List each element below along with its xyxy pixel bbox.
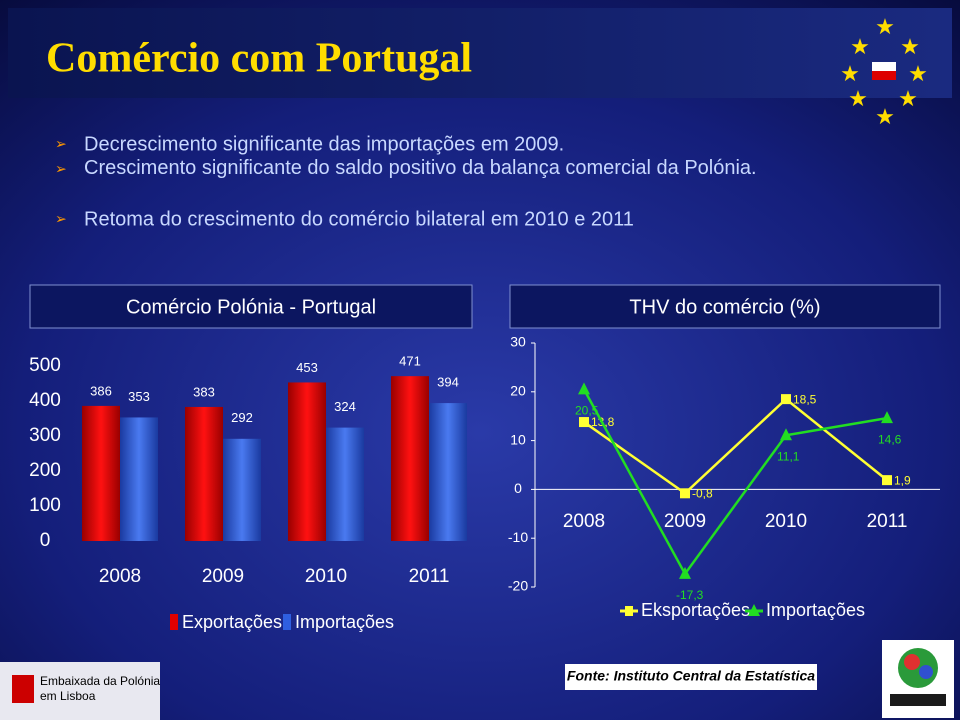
svg-text:★: ★ (908, 61, 928, 86)
chart-title: Comércio Polónia - Portugal (126, 296, 376, 318)
y-tick-label: 500 (29, 355, 61, 376)
bar (326, 427, 364, 541)
bullet: Decrescimento significante das importaçõ… (84, 133, 564, 155)
svg-text:★: ★ (900, 34, 920, 59)
chart-title-box (29, 284, 473, 329)
bar (185, 406, 223, 541)
svg-text:★: ★ (875, 14, 895, 39)
value-label: 292 (231, 410, 253, 425)
embassy: em Lisboa (40, 689, 96, 703)
marker (579, 417, 589, 428)
bar (391, 376, 429, 541)
marker (780, 428, 792, 441)
value-label: 324 (334, 399, 356, 414)
x-tick-label: 2010 (305, 566, 347, 587)
eu-logo: ★★★★ ★★★★ (840, 14, 928, 129)
svg-text:➢: ➢ (55, 211, 67, 227)
value-label: 18,5 (793, 392, 817, 406)
bullet: Retoma do crescimento do comércio bilate… (84, 208, 634, 230)
value-label: 14,6 (878, 432, 902, 446)
svg-text:★: ★ (875, 104, 895, 129)
y-tick-label: 0 (40, 530, 51, 551)
y-tick-label: -10 (508, 529, 528, 545)
y-tick-label: 20 (510, 383, 526, 399)
legend-label: Importações (295, 612, 394, 632)
legend-marker (748, 604, 760, 616)
embassy: Embaixada da Polónia (40, 674, 160, 688)
bar (429, 403, 467, 541)
svg-text:★: ★ (840, 61, 860, 86)
marker (882, 475, 892, 486)
value-label: 20,5 (575, 404, 599, 418)
y-tick-label: 0 (514, 480, 522, 496)
chart-title: THV do comércio (%) (629, 296, 820, 318)
slide-title: Comércio com Portugal (46, 36, 472, 82)
marker (781, 394, 791, 405)
value-label: 386 (90, 383, 112, 398)
legend-marker (625, 606, 633, 616)
marker (578, 382, 590, 395)
y-tick-label: 400 (29, 390, 61, 411)
y-tick-label: 100 (29, 495, 61, 516)
x-tick-label: 2011 (409, 566, 450, 587)
legend-swatch (170, 614, 178, 630)
bullet-wrap: Crescimento significante do saldo positi… (84, 157, 757, 179)
legend-swatch (283, 614, 291, 630)
y-tick-label: 30 (510, 334, 526, 350)
value-label: -0,8 (692, 486, 713, 500)
source-box (565, 664, 817, 690)
marker (679, 566, 691, 579)
y-tick-label: 200 (29, 460, 61, 481)
svg-text:★: ★ (848, 86, 868, 111)
value-label: 394 (437, 375, 459, 390)
bar (288, 382, 326, 541)
x-tick-label: 2009 (202, 566, 244, 587)
x-tick-label: 2010 (765, 511, 807, 532)
x-tick-label: 2008 (563, 511, 605, 532)
bullet: Crescimento significante do saldo positi… (84, 157, 757, 179)
marker (680, 488, 690, 499)
line (582, 388, 888, 577)
bar (82, 405, 120, 541)
value-label: 471 (399, 354, 421, 369)
bullets: ➢ Decrescimento significante das importa… (55, 133, 757, 230)
marker (881, 411, 893, 424)
line (583, 397, 888, 495)
x-tick-label: 2009 (664, 511, 706, 532)
value-label: 453 (296, 360, 318, 375)
source: Fonte: Instituto Central da Estatística (567, 668, 815, 684)
y-tick-label: 300 (29, 425, 61, 446)
x-tick-label: 2011 (867, 511, 908, 532)
svg-text:★: ★ (850, 34, 870, 59)
x-tick-label: 2008 (99, 566, 141, 587)
y-tick-label: 10 (510, 431, 526, 447)
legend-label: Importações (766, 600, 865, 620)
euro-logo (882, 640, 954, 718)
legend-label: Eksportações (641, 600, 750, 620)
svg-text:★: ★ (898, 86, 918, 111)
value-label: -17,3 (676, 588, 704, 602)
value-label: 383 (193, 384, 215, 399)
legend-label: Exportações (182, 612, 282, 632)
chart-title-box (509, 284, 941, 329)
emblem (12, 675, 34, 703)
value-label: 11,1 (777, 449, 800, 463)
value-label: 1,9 (894, 473, 911, 487)
value-label: 353 (128, 389, 150, 404)
svg-text:➢: ➢ (55, 161, 67, 177)
header-band (8, 8, 952, 98)
svg-text:➢: ➢ (55, 136, 67, 152)
bar (120, 417, 158, 541)
bar (223, 438, 261, 541)
y-tick-label: -20 (508, 578, 528, 594)
